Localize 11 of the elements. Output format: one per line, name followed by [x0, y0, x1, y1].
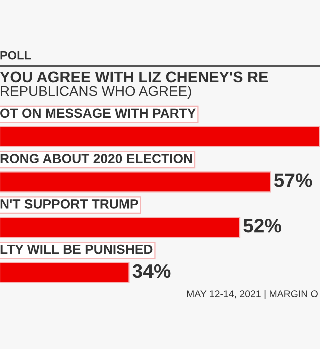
y-tick-label: LTY WILL BE PUNISHED [0, 244, 153, 254]
data-label: 57% [274, 174, 312, 188]
data-label: 52% [244, 219, 282, 233]
chart-title: YOU AGREE WITH LIZ CHENEY'S RE [0, 72, 268, 83]
y-tick-label: N'T SUPPORT TRUMP [0, 200, 138, 209]
data-label: 34% [132, 264, 171, 278]
y-tick-label: OT ON MESSAGE WITH PARTY [0, 108, 196, 118]
chart-subtitle: REPUBLICANS WHO AGREE) [1, 86, 192, 99]
y-tick-label: RONG ABOUT 2020 ELECTION [0, 154, 192, 164]
text: POLL [0, 51, 32, 60]
annotation: MAY 12-14, 2021 | MARGIN O [187, 290, 318, 300]
